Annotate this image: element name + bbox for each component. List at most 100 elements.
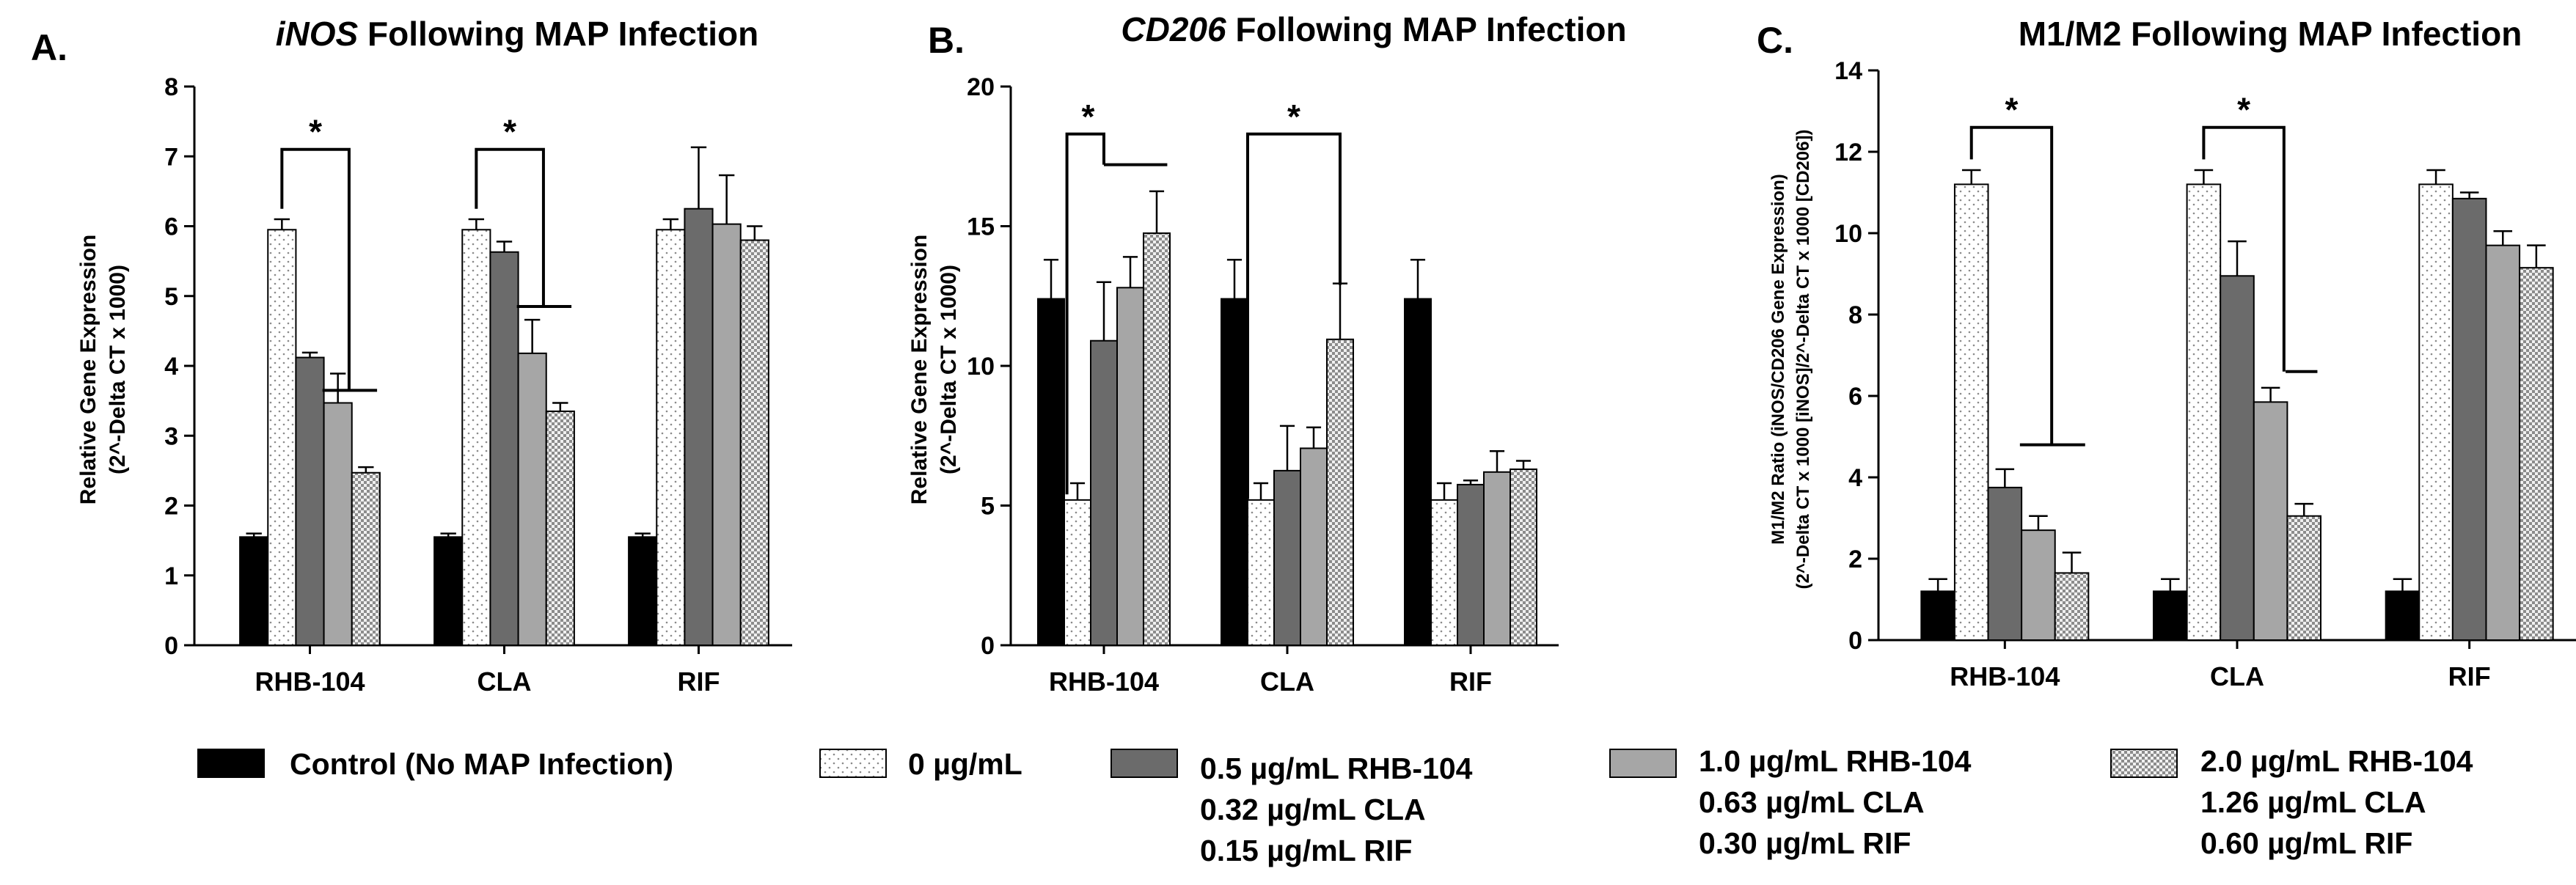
y-tick-label: 2 — [1848, 546, 1862, 573]
bar — [489, 251, 519, 646]
legend-label-dose-1-line-3: 0.15 µg/mL RIF — [1200, 834, 1412, 867]
panel-b-title-gene: CD206 — [1121, 10, 1226, 48]
category-label-cla: CLA — [1260, 666, 1314, 697]
category-label-rif: RIF — [678, 666, 720, 697]
panel-a-title-rest: Following MAP Infection — [358, 15, 758, 53]
category-label-rif: RIF — [2448, 661, 2491, 691]
legend-swatch-dose-3 — [2110, 749, 2178, 778]
significance-star: * — [2237, 91, 2250, 129]
y-tick-label: 8 — [164, 73, 178, 101]
bar — [684, 208, 714, 646]
legend: Control (No MAP Infection) 0 µg/mL 0.5 µ… — [197, 744, 2473, 867]
legend-item-dose-1: 0.5 µg/mL RHB-104 0.32 µg/mL CLA 0.15 µg… — [1110, 749, 1473, 867]
bar — [2418, 183, 2454, 641]
bar — [2451, 197, 2487, 641]
y-tick-label: 0 — [164, 632, 178, 660]
bar — [1510, 468, 1537, 646]
panel-b-ylabel: Relative Gene Expression — [907, 235, 932, 505]
panel-c-letter: C. — [1757, 20, 1793, 61]
y-tick-label: 1 — [164, 562, 178, 590]
bar — [2286, 515, 2321, 641]
significance-bracket — [1246, 132, 1342, 499]
panel-b-ylabel-units: (2^-Delta CT x 1000) — [937, 265, 961, 474]
legend-label-dose-2-line-3: 0.30 µg/mL RIF — [1699, 826, 1911, 860]
legend-swatch-zero — [819, 749, 887, 778]
bar — [239, 536, 269, 646]
panel-b-title: CD206 Following MAP Infection — [1121, 10, 1626, 48]
significance-bracket — [1969, 125, 2054, 445]
bar — [1247, 499, 1275, 646]
panel-c-ylabel-units: (2^-Delta CT x 1000 [iNOS]/2^-Delta CT x… — [1793, 130, 1813, 590]
bar — [1064, 499, 1091, 646]
bar — [1116, 287, 1144, 646]
significance-star: * — [503, 113, 516, 151]
bar — [461, 229, 491, 646]
category-label-rhb-104: RHB-104 — [1049, 666, 1159, 697]
significance-star: * — [309, 113, 322, 151]
legend-label-zero: 0 µg/mL — [908, 747, 1022, 781]
panel-a-chart: A. iNOS Following MAP Infection 0 1 2 3 4 5 6 7… — [31, 15, 792, 697]
category-label-cla: CLA — [477, 666, 532, 697]
legend-label-dose-2-line-1: 1.0 µg/mL RHB-104 — [1699, 744, 1972, 778]
bar — [656, 229, 686, 646]
bar — [2253, 401, 2288, 641]
panel-c-chart: C. M1/M2 Following MAP Infection 0 2 4 6 8 10… — [1757, 15, 2576, 691]
y-tick-label: 20 — [967, 73, 995, 101]
bar — [739, 239, 769, 646]
bar — [545, 410, 575, 646]
bar — [433, 536, 464, 646]
panel-a-ylabel: Relative Gene Expression — [76, 235, 100, 505]
legend-label-dose-3-line-2: 1.26 µg/mL CLA — [2200, 785, 2426, 819]
panel-a-title: iNOS Following MAP Infection — [276, 15, 758, 53]
y-tick-label: 5 — [164, 283, 178, 311]
bar — [351, 471, 381, 646]
bar — [517, 352, 547, 646]
bar — [323, 402, 353, 646]
bar — [1987, 486, 2023, 641]
y-tick-label: 7 — [164, 143, 178, 171]
y-tick-label: 0 — [1848, 627, 1862, 655]
bar — [1430, 499, 1458, 646]
y-tick-label: 6 — [1848, 383, 1862, 411]
bar — [1221, 298, 1248, 646]
bar — [1300, 447, 1328, 647]
legend-item-dose-2: 1.0 µg/mL RHB-104 0.63 µg/mL CLA 0.30 µg… — [1609, 744, 1972, 860]
panel-b-plot: 0 5 10 15 20 RHB-104 CLA RIF * * — [967, 73, 1559, 697]
legend-label-dose-1-line-1: 0.5 µg/mL RHB-104 — [1200, 752, 1473, 785]
bar — [1326, 338, 1354, 646]
category-label-rif: RIF — [1449, 666, 1492, 697]
y-tick-label: 6 — [164, 213, 178, 241]
y-tick-label: 12 — [1834, 139, 1862, 166]
bar — [1037, 298, 1065, 646]
bar — [2220, 275, 2255, 641]
panel-b-title-rest: Following MAP Infection — [1226, 10, 1627, 48]
bar — [295, 356, 325, 646]
legend-label-dose-3-line-3: 0.60 µg/mL RIF — [2200, 826, 2412, 860]
significance-star: * — [1287, 98, 1300, 136]
bar — [1273, 469, 1301, 646]
panel-c-plot: 0 2 4 6 8 10 12 14 RHB-104 CLA RIF * * — [1834, 57, 2576, 691]
significance-star: * — [2005, 91, 2019, 129]
legend-label-dose-1-line-2: 0.32 µg/mL CLA — [1200, 793, 1426, 826]
significance-bracket — [2202, 125, 2286, 372]
legend-item-dose-3: 2.0 µg/mL RHB-104 1.26 µg/mL CLA 0.60 µg… — [2110, 744, 2473, 860]
bar — [628, 536, 658, 646]
bar — [1920, 590, 1955, 642]
significance-bracket — [1065, 132, 1105, 495]
panel-a-ylabel-units: (2^-Delta CT x 1000) — [106, 265, 130, 474]
y-tick-label: 14 — [1834, 57, 1862, 85]
bar — [2153, 590, 2188, 642]
significance-star: * — [1081, 98, 1094, 136]
bar — [1953, 183, 1989, 641]
bar — [2021, 529, 2056, 642]
bar — [2519, 267, 2554, 641]
legend-label-dose-2-line-2: 0.63 µg/mL CLA — [1699, 785, 1925, 819]
significance-bracket — [475, 147, 545, 307]
legend-item-control: Control (No MAP Infection) — [197, 747, 673, 781]
y-tick-label: 15 — [967, 213, 995, 241]
bar — [267, 229, 297, 646]
y-tick-label: 10 — [967, 353, 995, 381]
bar — [1090, 339, 1118, 646]
legend-swatch-dose-1 — [1110, 749, 1178, 778]
